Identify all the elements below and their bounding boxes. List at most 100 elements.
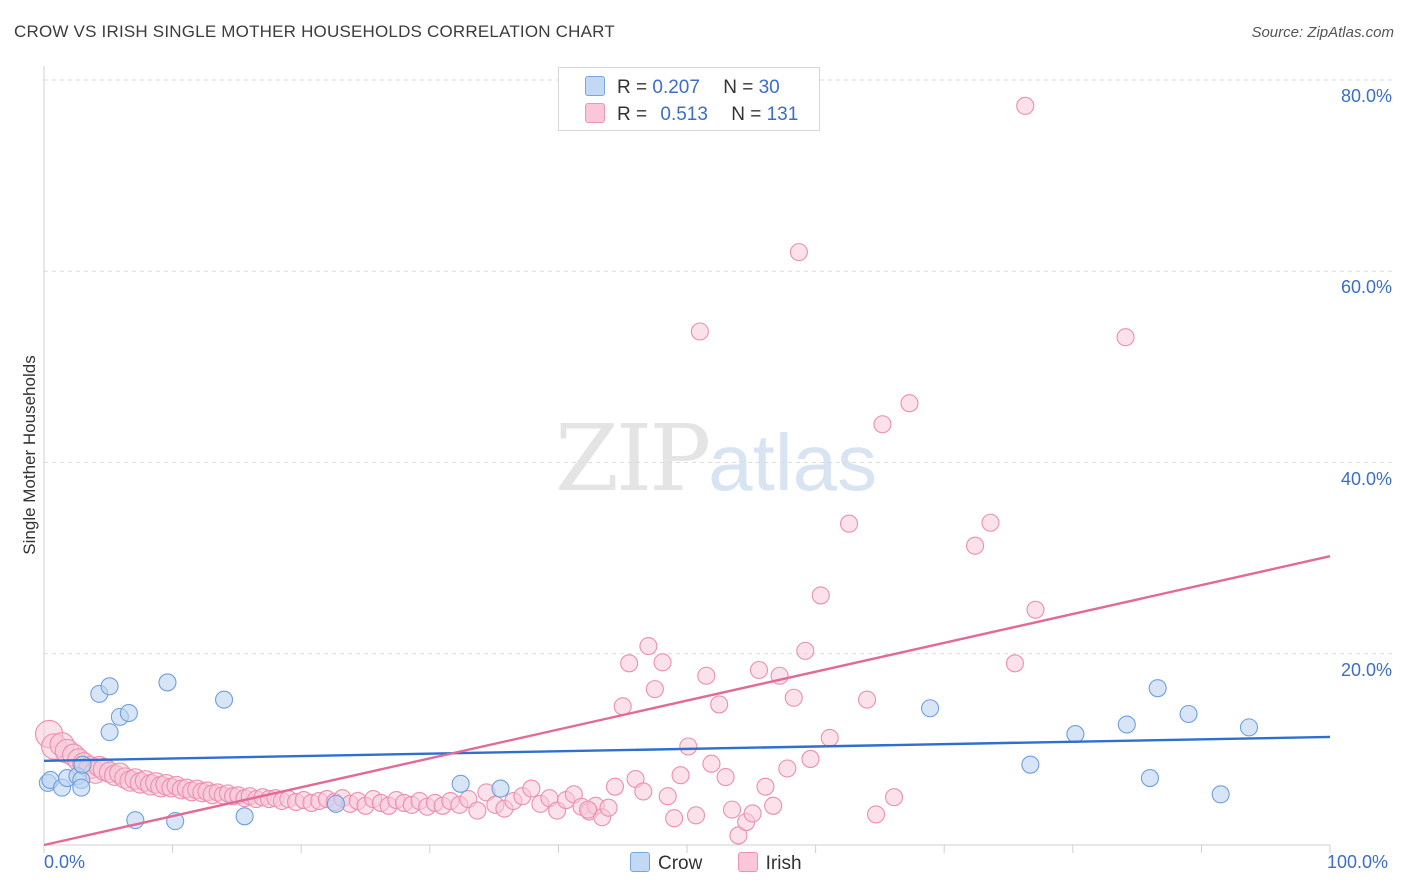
irish-point bbox=[866, 805, 886, 824]
irish-point bbox=[820, 728, 839, 747]
crow-point bbox=[73, 755, 92, 774]
irish-point bbox=[578, 800, 598, 819]
crow-point bbox=[100, 677, 119, 696]
crow-trend-line bbox=[43, 735, 1331, 763]
crow-point bbox=[214, 690, 234, 709]
watermark-atlas: atlas bbox=[708, 418, 878, 507]
y-tick-label-0: 20.0% bbox=[1340, 659, 1392, 680]
legend-row-crow: R = 0.207 N = 30 bbox=[585, 76, 780, 99]
legend-irish-n-label: N = bbox=[731, 104, 762, 125]
crow-point bbox=[1066, 725, 1085, 744]
irish-point bbox=[857, 690, 877, 709]
legend-irish-n-value: 131 bbox=[766, 104, 799, 125]
irish-point bbox=[639, 637, 658, 656]
irish-point bbox=[710, 695, 729, 714]
irish-point bbox=[789, 243, 808, 262]
y-tick-label-1: 40.0% bbox=[1340, 468, 1392, 489]
irish-point bbox=[653, 653, 672, 672]
series-legend: Crow Irish bbox=[630, 852, 832, 875]
chart-title: CROW VS IRISH SINGLE MOTHER HOUSEHOLDS C… bbox=[14, 22, 615, 41]
irish-point bbox=[697, 666, 716, 685]
legend-crow-n-value: 30 bbox=[758, 77, 780, 98]
watermark: ZIPatlas bbox=[555, 405, 877, 512]
irish-point bbox=[884, 788, 904, 807]
irish-points bbox=[34, 96, 1135, 845]
irish-point bbox=[749, 660, 769, 680]
crow-swatch-icon bbox=[585, 76, 605, 96]
irish-point bbox=[722, 800, 742, 819]
legend-crow-n-label: N = bbox=[723, 77, 754, 98]
legend-irish-r-value: 0.513 bbox=[660, 104, 708, 125]
crow-point bbox=[1140, 769, 1160, 788]
crow-point bbox=[1239, 718, 1259, 737]
irish-point bbox=[1026, 600, 1045, 619]
crow-point bbox=[326, 794, 345, 813]
irish-point bbox=[634, 782, 653, 801]
irish-point bbox=[613, 697, 632, 716]
crow-point bbox=[119, 703, 138, 723]
irish-point bbox=[702, 754, 721, 773]
legend-irish-r-label: R = bbox=[617, 104, 648, 125]
crow-point bbox=[1211, 785, 1230, 804]
irish-point bbox=[1005, 654, 1024, 673]
irish-point bbox=[729, 826, 748, 845]
crow-point bbox=[451, 774, 470, 793]
irish-point bbox=[645, 680, 664, 699]
irish-point bbox=[756, 777, 775, 796]
irish-point bbox=[671, 766, 690, 785]
watermark-zip: ZIP bbox=[555, 405, 711, 512]
x-tick-label-max: 100.0% bbox=[1327, 852, 1389, 872]
irish-point bbox=[522, 779, 541, 798]
crow-point bbox=[100, 723, 119, 742]
trend-lines bbox=[43, 555, 1331, 847]
crow-point bbox=[921, 699, 940, 718]
irish-point bbox=[620, 654, 639, 673]
legend-irish-label: Irish bbox=[765, 853, 802, 874]
crow-point bbox=[1021, 755, 1040, 774]
legend-crow-label: Crow bbox=[658, 853, 703, 874]
irish-point bbox=[778, 759, 797, 778]
irish-point bbox=[966, 536, 985, 555]
stats-legend: R = 0.207 N = 30 R = 0.513 N = 131 bbox=[558, 67, 820, 131]
irish-point bbox=[1116, 328, 1135, 347]
irish-point bbox=[981, 513, 1000, 532]
crow-point bbox=[1117, 715, 1136, 734]
irish-point bbox=[716, 768, 735, 787]
irish-point bbox=[1016, 96, 1035, 115]
crow-point bbox=[158, 673, 177, 692]
crow-point bbox=[491, 779, 510, 798]
irish-point bbox=[764, 796, 783, 815]
irish-point bbox=[690, 322, 709, 341]
axes bbox=[43, 66, 1331, 853]
irish-point bbox=[839, 514, 859, 533]
irish-point bbox=[605, 777, 625, 796]
irish-trend-line bbox=[43, 555, 1331, 847]
irish-point bbox=[873, 415, 892, 434]
legend-item-crow[interactable]: Crow bbox=[630, 852, 702, 875]
crow-point bbox=[72, 778, 91, 797]
irish-point bbox=[801, 749, 820, 768]
y-axis-label: Single Mother Households bbox=[20, 355, 39, 555]
irish-point bbox=[679, 737, 698, 756]
crow-point bbox=[235, 807, 254, 826]
legend-crow-r-label: R = bbox=[617, 77, 648, 98]
y-tick-label-3: 80.0% bbox=[1340, 86, 1392, 106]
crow-points bbox=[38, 673, 1259, 831]
crow-point bbox=[1148, 679, 1167, 698]
irish-point bbox=[743, 804, 762, 823]
irish-swatch-icon bbox=[585, 103, 605, 123]
irish-point bbox=[599, 798, 618, 817]
crow-legend-swatch-icon bbox=[630, 852, 650, 872]
crow-point bbox=[1179, 704, 1198, 724]
x-tick-label-min: 0.0% bbox=[44, 852, 86, 872]
chart-source: Source: ZipAtlas.com bbox=[1251, 24, 1394, 41]
irish-point bbox=[796, 641, 815, 660]
irish-point bbox=[686, 806, 706, 825]
irish-point bbox=[784, 688, 803, 707]
irish-point bbox=[658, 787, 677, 806]
irish-legend-swatch-icon bbox=[737, 852, 758, 872]
legend-row-irish: R = 0.513 N = 131 bbox=[585, 103, 798, 126]
irish-point bbox=[665, 809, 684, 828]
legend-item-irish[interactable]: Irish bbox=[737, 852, 802, 875]
